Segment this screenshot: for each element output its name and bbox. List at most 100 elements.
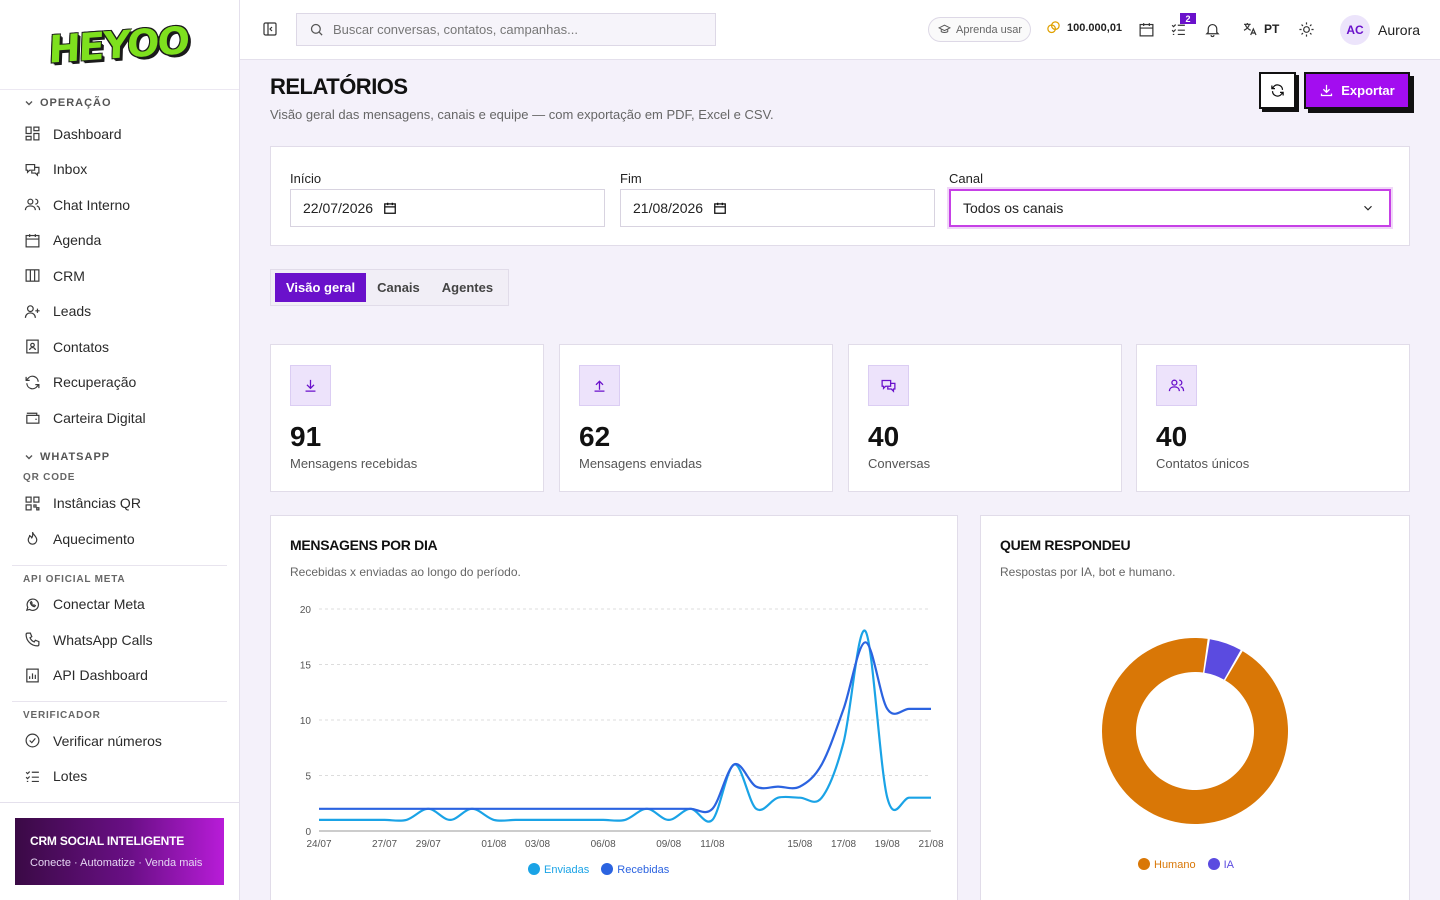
line-chart: 0 5 10 15 20 24/07 27/07 29/07 01/08 03/08 06/08 09… — [300, 605, 944, 850]
sidebar-toggle-icon[interactable] — [262, 21, 278, 37]
stat-card-conversations: 40 Conversas — [848, 344, 1122, 492]
stat-value: 40 — [868, 421, 900, 452]
export-button[interactable]: Exportar — [1304, 72, 1410, 109]
donut-slice-humano[interactable] — [1102, 638, 1288, 824]
messages-icon — [881, 379, 896, 393]
notifications-button[interactable] — [1204, 21, 1221, 38]
series-line-enviadas[interactable] — [318, 629, 931, 823]
coin-balance[interactable]: 100.000,01 — [1046, 20, 1122, 35]
bell-icon — [1205, 23, 1220, 38]
list-checks-icon — [25, 770, 39, 782]
page-title: RELATÓRIOS — [270, 74, 408, 99]
start-date-input[interactable]: 22/07/2026 — [290, 189, 605, 227]
sidebar-item-contatos[interactable]: Contatos — [0, 329, 239, 365]
theme-toggle[interactable] — [1298, 21, 1315, 38]
stat-label: Mensagens recebidas — [290, 456, 418, 471]
calendar-button[interactable] — [1138, 21, 1155, 38]
sidebar-item-inbox[interactable]: Inbox — [0, 152, 239, 188]
chevron-down-icon — [25, 101, 33, 106]
refresh-button[interactable] — [1259, 72, 1296, 109]
learn-button[interactable]: Aprenda usar — [928, 17, 1031, 42]
page-subtitle: Visão geral das mensagens, canais e equi… — [270, 107, 774, 122]
legend-item-ia[interactable]: IA — [1207, 858, 1234, 871]
line-chart-legend: Enviadas Recebidas — [528, 863, 669, 876]
legend-item-enviadas[interactable]: Enviadas — [528, 863, 589, 876]
sidebar-item-api-dashboard[interactable]: API Dashboard — [0, 658, 239, 694]
sidebar-item-label: Leads — [53, 303, 92, 320]
x-tick-label: 11/08 — [700, 839, 725, 850]
sidebar-item-conectar-meta[interactable]: Conectar Meta — [0, 587, 239, 623]
stat-value: 40 — [1156, 421, 1188, 452]
user-name[interactable]: Aurora — [1378, 22, 1421, 38]
stat-icon-box — [290, 365, 331, 406]
x-tick-label: 27/07 — [372, 839, 397, 850]
promo-card[interactable]: CRM SOCIAL INTELIGENTE Conecte · Automat… — [15, 818, 224, 885]
sidebar-item-agenda[interactable]: Agenda — [0, 223, 239, 259]
topbar: Aprenda usar 100.000,01 2 PT AC Aurora — [240, 0, 1440, 60]
channel-select[interactable]: Todos os canais — [949, 189, 1391, 227]
wallet-icon — [26, 412, 40, 425]
sidebar-item-verificar-numeros[interactable]: Verificar números — [0, 723, 239, 759]
qr-code-icon — [25, 496, 40, 511]
stat-icon-box — [579, 365, 620, 406]
sidebar-item-chat-interno[interactable]: Chat Interno — [0, 187, 239, 223]
donut-chart-legend: Humano IA — [1138, 858, 1234, 871]
sidebar-item-label: Instâncias QR — [53, 495, 141, 512]
calendar-icon[interactable] — [713, 201, 727, 215]
calendar-icon — [1139, 23, 1154, 37]
legend-item-recebidas[interactable]: Recebidas — [601, 863, 669, 876]
stat-value: 91 — [290, 421, 322, 452]
translate-icon — [1243, 23, 1257, 36]
sidebar-item-carteira[interactable]: Carteira Digital — [0, 400, 239, 436]
legend-label: Recebidas — [617, 864, 670, 876]
end-date-value: 21/08/2026 — [633, 200, 704, 216]
sidebar-item-whatsapp-calls[interactable]: WhatsApp Calls — [0, 622, 239, 658]
sidebar-item-dashboard[interactable]: Dashboard — [0, 116, 239, 152]
sidebar-item-instancias-qr[interactable]: Instâncias QR — [0, 486, 239, 522]
x-tick-label: 03/08 — [525, 839, 550, 850]
section-whatsapp[interactable]: WHATSAPP — [0, 444, 239, 470]
legend-item-humano[interactable]: Humano — [1138, 858, 1196, 871]
sidebar-item-lotes[interactable]: Lotes — [0, 759, 239, 795]
sidebar-nav[interactable]: OPERAÇÃO Dashboard Inbox Chat Interno Ag… — [0, 90, 239, 802]
users-icon — [24, 198, 41, 211]
sidebar-item-label: Verificar números — [53, 732, 162, 749]
section-operacao[interactable]: OPERAÇÃO — [0, 90, 239, 116]
tasks-badge: 2 — [1180, 13, 1196, 24]
series-line-recebidas[interactable] — [318, 641, 931, 814]
who-responded-panel: QUEM RESPONDEU Respostas por IA, bot e h… — [980, 515, 1410, 900]
search-input[interactable] — [333, 22, 693, 37]
y-tick-label: 0 — [305, 827, 311, 838]
donut-slice-ia[interactable] — [1204, 639, 1241, 680]
sidebar-item-leads[interactable]: Leads — [0, 294, 239, 330]
user-plus-icon — [24, 304, 40, 318]
coin-value: 100.000,01 — [1067, 21, 1123, 34]
language-switcher[interactable]: PT — [1242, 21, 1279, 37]
section-label: OPERAÇÃO — [40, 97, 112, 109]
tab-agents[interactable]: Agentes — [441, 280, 494, 295]
sidebar-item-crm[interactable]: CRM — [0, 258, 239, 294]
download-icon — [305, 379, 316, 392]
section-label: WHATSAPP — [40, 450, 111, 463]
legend-label: IA — [1223, 859, 1234, 871]
sidebar-item-recuperacao[interactable]: Recuperação — [0, 365, 239, 401]
stat-label: Conversas — [868, 456, 931, 471]
report-tabs: Visão geral Canais Agentes — [270, 269, 509, 306]
brand-logo[interactable]: HEYOO — [0, 0, 239, 90]
tab-channels[interactable]: Canais — [377, 280, 420, 295]
stat-card-sent: 62 Mensagens enviadas — [559, 344, 833, 492]
tasks-button[interactable] — [1170, 21, 1187, 38]
end-date-input[interactable]: 21/08/2026 — [620, 189, 935, 227]
messages-icon — [25, 163, 40, 177]
avatar[interactable]: AC — [1340, 15, 1370, 45]
calendar-icon[interactable] — [383, 201, 397, 215]
tab-overview[interactable]: Visão geral — [275, 273, 367, 302]
stat-icon-box — [868, 365, 909, 406]
sidebar-item-aquecimento[interactable]: Aquecimento — [0, 521, 239, 557]
search-box[interactable] — [296, 13, 716, 46]
x-tick-label: 15/08 — [787, 839, 812, 850]
users-icon — [1168, 379, 1185, 392]
legend-dot — [1138, 858, 1150, 870]
check-circle-icon — [25, 733, 40, 748]
x-tick-label: 19/08 — [875, 839, 900, 850]
